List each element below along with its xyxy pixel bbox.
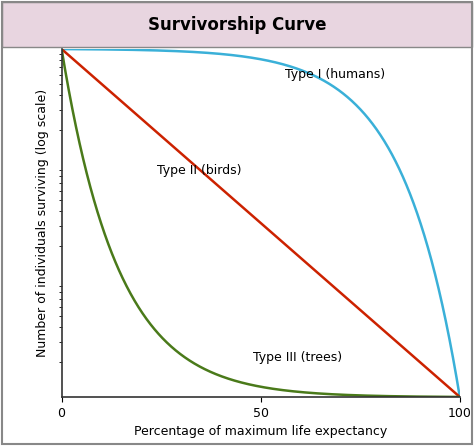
Text: Type III (trees): Type III (trees) (253, 351, 342, 364)
Text: Type I (humans): Type I (humans) (284, 68, 385, 81)
Text: Type II (birds): Type II (birds) (157, 164, 242, 177)
FancyBboxPatch shape (2, 2, 472, 47)
X-axis label: Percentage of maximum life expectancy: Percentage of maximum life expectancy (134, 425, 387, 438)
Y-axis label: Number of individuals surviving (log scale): Number of individuals surviving (log sca… (36, 89, 48, 357)
Text: Survivorship Curve: Survivorship Curve (148, 16, 326, 33)
